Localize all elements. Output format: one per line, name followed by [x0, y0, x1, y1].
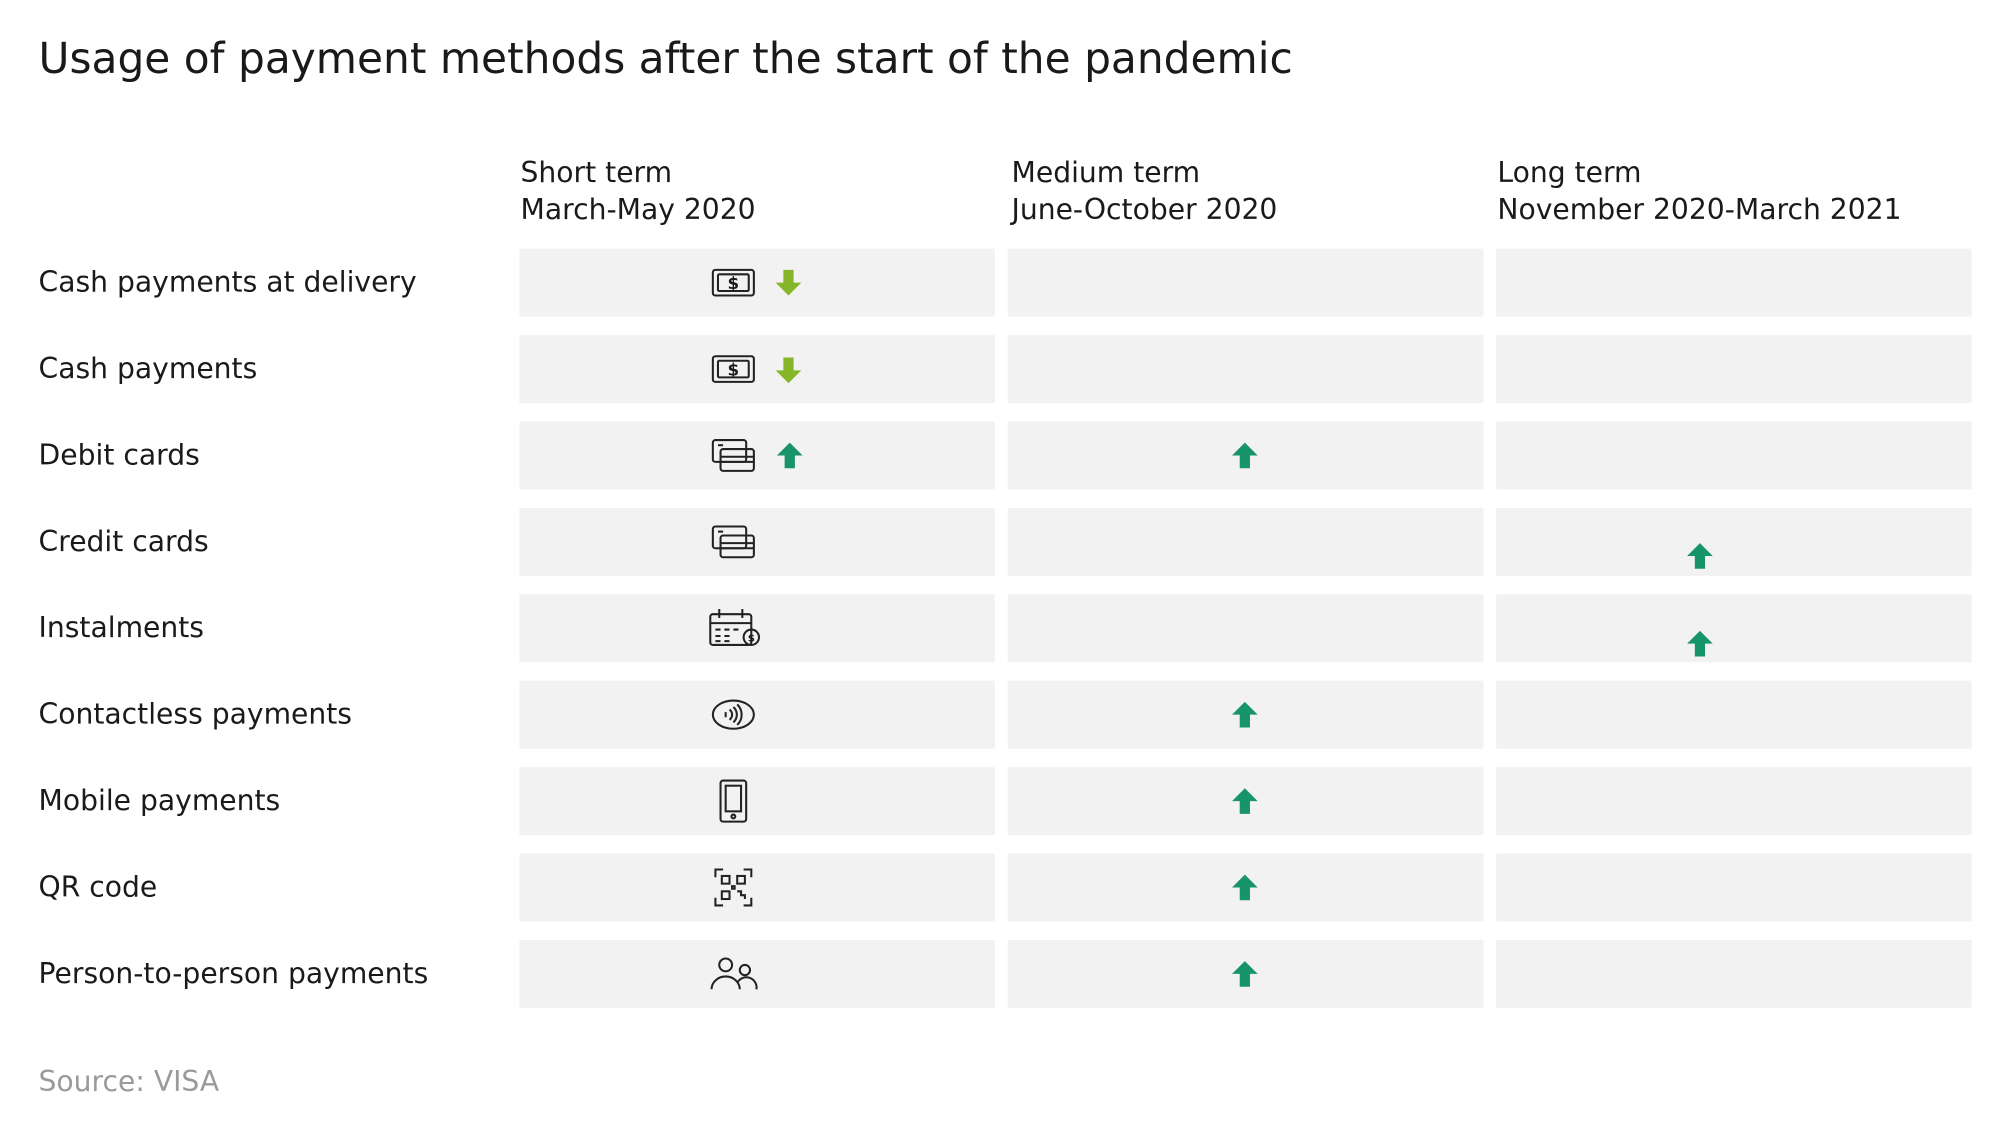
- cell: [1007, 507, 1484, 576]
- row-label: Cash payments at delivery: [39, 266, 417, 299]
- cell: [1496, 421, 1972, 490]
- row-label: Debit cards: [39, 438, 200, 471]
- cell: [519, 680, 995, 749]
- cell: [519, 507, 995, 576]
- title: Usage of payment methods after the start…: [39, 34, 1293, 83]
- arrow-up: [1232, 701, 1258, 728]
- column-header: Short term: [521, 156, 673, 189]
- column-header: Long term: [1497, 156, 1641, 189]
- arrow-up: [1232, 442, 1258, 469]
- column-header: June-October 2020: [1010, 193, 1278, 226]
- cell: [1496, 680, 1972, 749]
- row-label: Person-to-person payments: [39, 957, 429, 990]
- cell: [1496, 594, 1972, 663]
- row-label: QR code: [39, 870, 158, 903]
- cell: [1007, 248, 1484, 317]
- cell: [519, 767, 995, 836]
- cell: [519, 248, 995, 317]
- source: Source: VISA: [39, 1065, 220, 1098]
- cell: [519, 594, 995, 663]
- cell: [1007, 594, 1484, 663]
- row-label: Mobile payments: [39, 784, 281, 817]
- cell: [1007, 335, 1484, 404]
- cell: [1496, 507, 1972, 576]
- cell: [519, 939, 995, 1008]
- cell: [1496, 939, 1972, 1008]
- arrow-up: [1232, 874, 1258, 901]
- arrow-up: [776, 442, 803, 469]
- row-label: Credit cards: [39, 525, 209, 558]
- cell: [1496, 767, 1972, 836]
- column-header: Medium term: [1012, 156, 1201, 189]
- cell: [1496, 853, 1972, 922]
- row-label: Instalments: [39, 611, 204, 644]
- row-label: Cash payments: [39, 352, 258, 385]
- cell: [519, 335, 995, 404]
- cell: [1496, 248, 1972, 317]
- arrow-down: [775, 357, 802, 384]
- cell: [519, 853, 995, 922]
- arrow-up: [1232, 961, 1258, 987]
- row-label: Contactless payments: [39, 698, 352, 731]
- arrow-up: [1232, 788, 1258, 814]
- arrow-up: [1687, 630, 1713, 657]
- icon: [711, 268, 755, 297]
- cell: [1496, 335, 1972, 404]
- arrow-up: [1687, 543, 1713, 569]
- column-header: March-May 2020: [521, 193, 756, 226]
- icon: [711, 355, 755, 383]
- column-header: November 2020-March 2021: [1497, 193, 1901, 226]
- cell: [519, 421, 995, 490]
